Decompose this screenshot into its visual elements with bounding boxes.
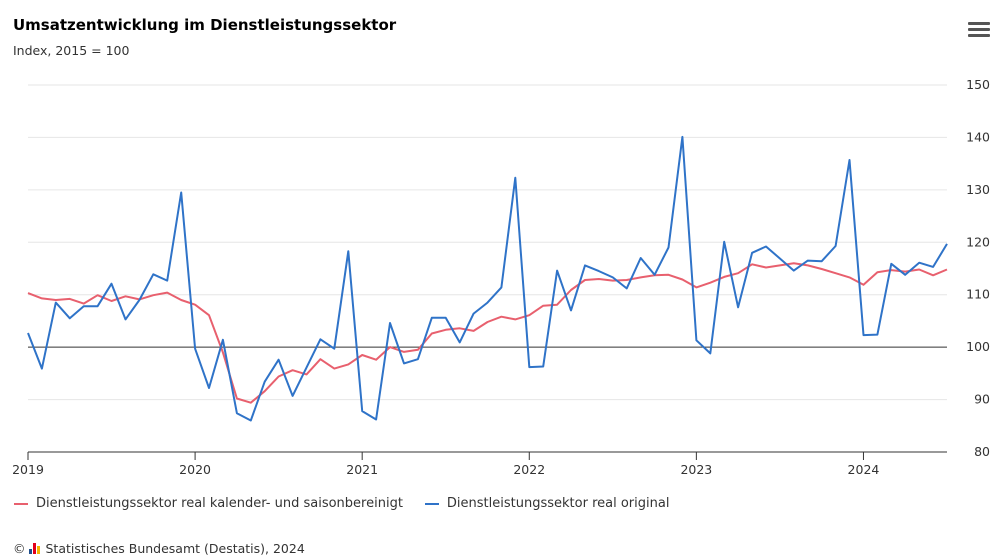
y-tick-label: 80 <box>974 444 990 459</box>
destatis-logo-icon <box>28 543 41 554</box>
legend-swatch <box>14 502 28 505</box>
credits-text: Statistisches Bundesamt (Destatis), 2024 <box>45 541 305 556</box>
x-tick-label: 2020 <box>179 462 211 477</box>
x-tick-label: 2021 <box>346 462 378 477</box>
y-tick-label: 90 <box>974 392 990 407</box>
y-tick-label: 120 <box>966 234 990 249</box>
y-tick-label: 150 <box>966 77 990 92</box>
y-tick-label: 100 <box>966 339 990 354</box>
legend-label: Dienstleistungssektor real kalender- und… <box>36 496 403 511</box>
chart-title: Umsatzentwicklung im Dienstleistungssekt… <box>13 16 397 34</box>
logo-bar <box>32 543 36 554</box>
menu-bar <box>968 28 990 31</box>
chart-subtitle: Index, 2015 = 100 <box>13 43 130 58</box>
legend-swatch <box>424 502 439 505</box>
y-tick-label: 140 <box>966 129 990 144</box>
legend: Dienstleistungssektor real kalender- und… <box>14 496 669 511</box>
series-line-original <box>27 135 948 422</box>
menu-bar <box>968 34 990 37</box>
logo-bar <box>28 549 32 554</box>
y-tick-label: 110 <box>966 287 990 302</box>
copyright-symbol: © <box>13 541 26 556</box>
chart-plot: 80 90 100 110 120 130 140 150 2019 2020 2021 2022 20… <box>12 77 990 477</box>
logo-bar <box>36 546 40 554</box>
legend-item-original[interactable]: Dienstleistungssektor real original <box>424 496 670 511</box>
x-tick-label: 2023 <box>680 462 712 477</box>
x-tick-label: 2019 <box>12 462 44 477</box>
y-tick-label: 130 <box>966 182 990 197</box>
hamburger-menu-icon[interactable] <box>968 22 990 40</box>
credits[interactable]: © Statistisches Bundesamt (Destatis), 20… <box>13 541 305 556</box>
x-tick-label: 2022 <box>513 462 545 477</box>
menu-bar <box>968 22 990 25</box>
series-line-saisonbereinigt <box>27 262 948 404</box>
legend-item-saisonbereinigt[interactable]: Dienstleistungssektor real kalender- und… <box>14 496 403 511</box>
x-tick-label: 2024 <box>848 462 880 477</box>
legend-label: Dienstleistungssektor real original <box>446 496 670 511</box>
